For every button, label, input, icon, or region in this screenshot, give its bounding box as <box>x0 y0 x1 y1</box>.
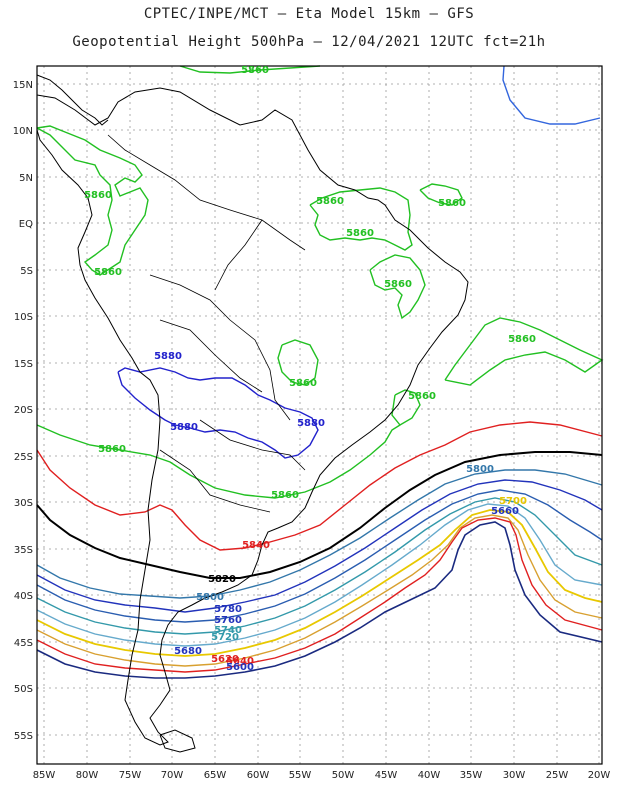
lon-label: 70W <box>161 770 184 781</box>
contour-5860-ne-blob <box>419 183 463 206</box>
lat-label: EQ <box>19 219 33 230</box>
contour-label: 5600 <box>226 662 254 673</box>
contour-label: 5860 <box>84 190 112 201</box>
contour-5900 <box>502 65 601 125</box>
contour-label: 5860 <box>94 267 122 278</box>
south-america-coast <box>36 87 469 746</box>
map-subtitle: Geopotential Height 500hPa – 12/04/2021 … <box>72 34 546 50</box>
lat-label: 15N <box>13 80 33 91</box>
contour-label: 5880 <box>170 422 198 433</box>
lat-label: 45S <box>14 638 33 649</box>
contour-label: 5700 <box>499 496 527 507</box>
lat-label: 5N <box>19 173 33 184</box>
contour-label: 5800 <box>196 592 224 603</box>
contour-5860-brazil <box>369 254 426 320</box>
contour-label: 5860 <box>508 334 536 345</box>
contour-5860-atlantic <box>444 317 604 386</box>
lon-label: 60W <box>247 770 270 781</box>
lat-label: 10S <box>14 312 33 323</box>
lon-label: 35W <box>460 770 483 781</box>
lon-label: 30W <box>503 770 526 781</box>
contour-label: 5860 <box>408 391 436 402</box>
contour-5640 <box>36 521 603 679</box>
contour-5860-nw <box>36 125 149 276</box>
contour-label: 5720 <box>211 632 239 643</box>
lat-label: 5S <box>20 266 33 277</box>
graticule <box>37 66 602 764</box>
contour-5840 <box>36 421 603 551</box>
contour-label: 5800 <box>466 464 494 475</box>
contour-label: 5680 <box>174 646 202 657</box>
contour-label: 5860 <box>384 279 412 290</box>
lon-label: 85W <box>33 770 56 781</box>
contour-label: 5820 <box>208 574 236 585</box>
contour-5860-central <box>277 339 319 386</box>
contour-label: 5860 <box>346 228 374 239</box>
contour-5780 <box>36 479 603 613</box>
contour-5860-amazon <box>309 187 413 251</box>
lon-label: 50W <box>332 770 355 781</box>
contour-label: 5880 <box>154 351 182 362</box>
contour-5860-top <box>179 65 321 74</box>
contour-label: 5860 <box>271 490 299 501</box>
contour-label: 5760 <box>214 615 242 626</box>
contour-label: 5660 <box>491 506 519 517</box>
longitude-labels: 85W 80W 75W 70W 65W 60W 55W 50W 45W 40W 35W 30W 25W 2… <box>33 770 611 781</box>
contour-5860-south <box>36 424 401 499</box>
central-america <box>36 74 109 126</box>
contour-label: 5860 <box>316 196 344 207</box>
contour-5680 <box>36 514 603 667</box>
lon-label: 65W <box>204 770 227 781</box>
contour-label: 5860 <box>289 378 317 389</box>
lon-label: 55W <box>289 770 312 781</box>
contour-labels: 5860 5860 5860 5860 5860 5860 5860 5860 5860 5860… <box>84 65 536 673</box>
lat-label: 50S <box>14 684 33 695</box>
contour-5740 <box>36 497 603 635</box>
contour-lines <box>36 65 604 679</box>
map-frame <box>36 65 603 765</box>
lat-label: 20S <box>14 405 33 416</box>
contour-label: 5740 <box>214 625 242 636</box>
contour-label: 5860 <box>98 444 126 455</box>
lon-label: 75W <box>119 770 142 781</box>
lon-label: 45W <box>375 770 398 781</box>
contour-label: 5840 <box>242 540 270 551</box>
lon-label: 40W <box>418 770 441 781</box>
lat-label: 25S <box>14 452 33 463</box>
contour-5700 <box>36 509 603 657</box>
contour-5880 <box>117 367 319 459</box>
lat-label: 10N <box>13 126 33 137</box>
tierra-del-fuego <box>159 729 196 753</box>
lat-label: 55S <box>14 731 33 742</box>
lon-label: 25W <box>546 770 569 781</box>
contour-label: 5620 <box>211 654 239 665</box>
contour-5760 <box>36 489 603 623</box>
lat-label: 30S <box>14 498 33 509</box>
contour-5820 <box>36 451 603 579</box>
contour-5800 <box>36 469 603 599</box>
contour-5720 <box>36 503 603 647</box>
coastline <box>36 74 469 753</box>
contour-label: 5780 <box>214 604 242 615</box>
lat-label: 35S <box>14 545 33 556</box>
contour-label: 5880 <box>297 418 325 429</box>
lat-label: 15S <box>14 359 33 370</box>
borders <box>107 134 306 513</box>
latitude-labels: 15N 10N 5N EQ 5S 10S 15S 20S 25S 30S 35S 40S 45S 50S 5… <box>13 80 33 742</box>
contour-label: 5860 <box>438 198 466 209</box>
contour-label: 5640 <box>226 656 254 667</box>
lat-label: 40S <box>14 591 33 602</box>
map-title: CPTEC/INPE/MCT – Eta Model 15km – GFS <box>143 6 475 22</box>
lon-label: 80W <box>76 770 99 781</box>
lon-label: 20W <box>588 770 611 781</box>
contour-label: 5860 <box>241 65 269 76</box>
